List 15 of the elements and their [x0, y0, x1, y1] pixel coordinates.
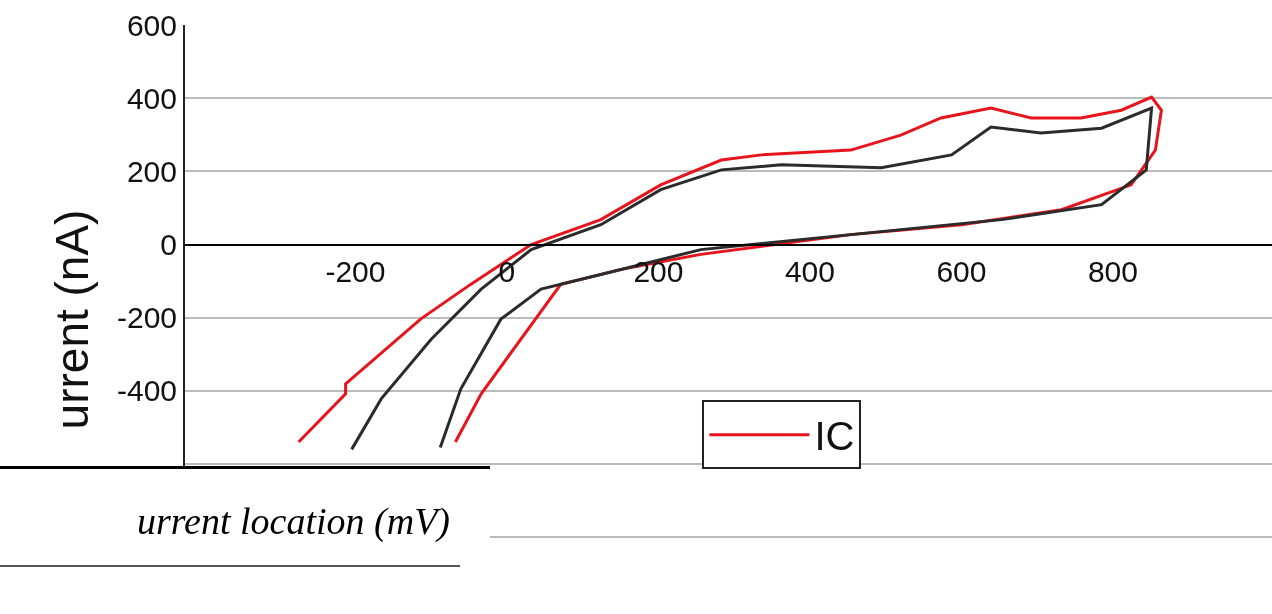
y-tick-label: 400: [126, 81, 177, 115]
x-tick-label: -200: [325, 254, 386, 288]
annotation: urrent location (mV): [136, 500, 450, 542]
y-tick-label: -200: [116, 301, 177, 335]
x-tick-label: 600: [936, 254, 987, 288]
y-axis-title: urrent (nA): [45, 209, 98, 430]
y-tick-label: -400: [116, 374, 177, 408]
x-tick-label: 200: [633, 254, 684, 288]
x-tick-label: 800: [1087, 254, 1138, 288]
y-tick-label: 200: [126, 154, 177, 188]
table-fragment: urrent location (mV): [0, 466, 490, 614]
legend-label: IC: [814, 414, 855, 459]
y-tick-label: 0: [160, 228, 177, 261]
x-tick-label: 400: [784, 254, 835, 288]
y-tick-label: 600: [126, 8, 177, 42]
